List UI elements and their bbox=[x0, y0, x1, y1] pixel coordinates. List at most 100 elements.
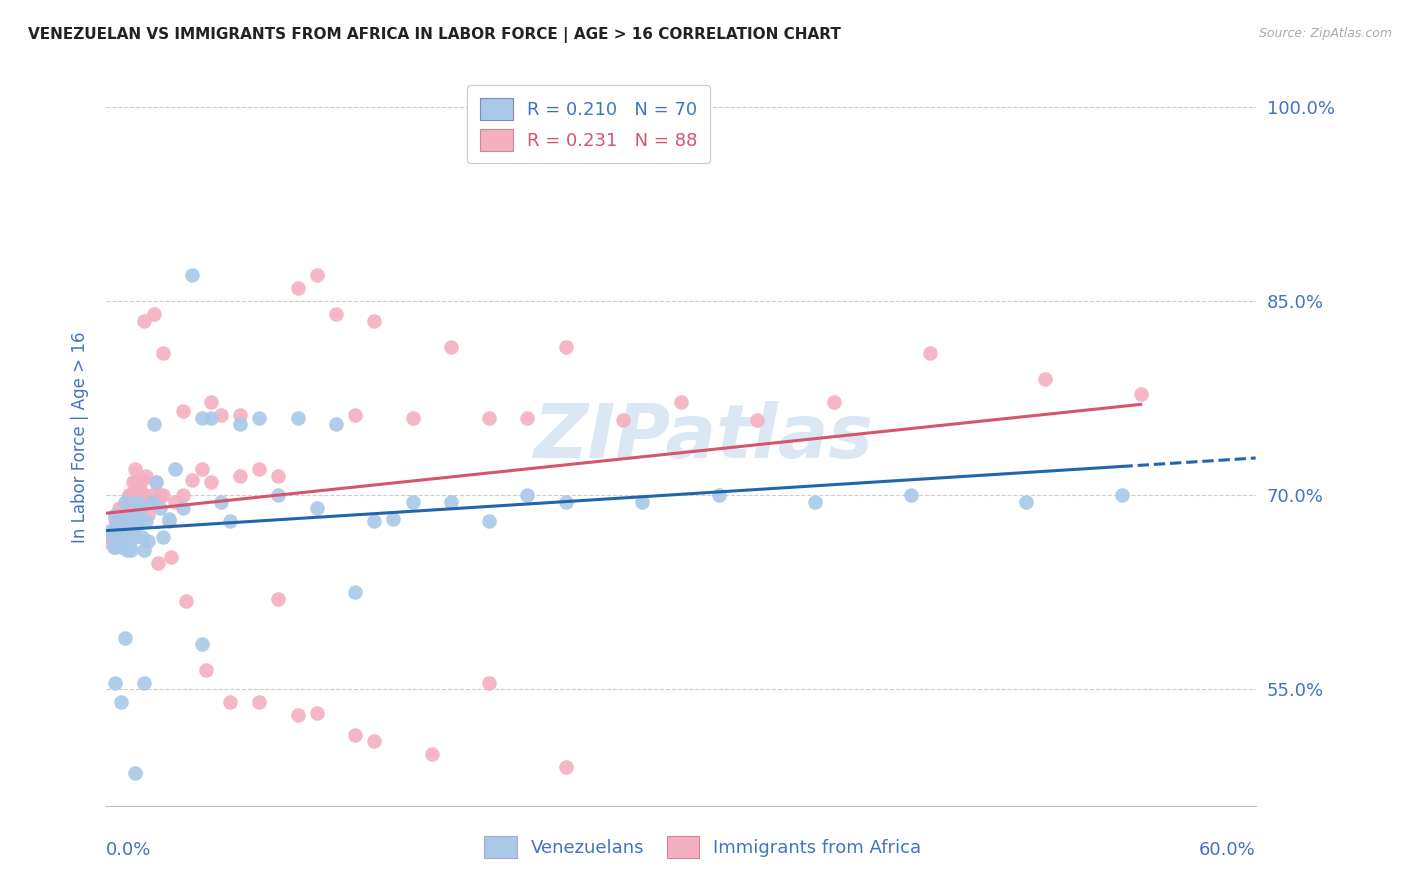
Point bbox=[344, 585, 367, 599]
Point bbox=[124, 475, 146, 490]
Point bbox=[136, 494, 159, 508]
Point bbox=[107, 527, 129, 541]
Text: Source: ZipAtlas.com: Source: ZipAtlas.com bbox=[1258, 27, 1392, 40]
Point bbox=[229, 468, 252, 483]
Point bbox=[145, 475, 167, 490]
Point bbox=[134, 542, 156, 557]
Point bbox=[219, 695, 242, 709]
Point bbox=[305, 706, 328, 720]
Point bbox=[124, 766, 146, 780]
Point bbox=[118, 514, 141, 528]
Point bbox=[104, 511, 127, 525]
Point bbox=[115, 542, 138, 557]
Point bbox=[136, 508, 159, 522]
Point bbox=[267, 488, 290, 502]
Point bbox=[108, 520, 131, 534]
Point bbox=[287, 410, 309, 425]
Point bbox=[114, 631, 136, 645]
Point bbox=[108, 530, 131, 544]
Point bbox=[200, 475, 222, 490]
Point bbox=[181, 268, 204, 283]
Point bbox=[114, 524, 136, 539]
Point bbox=[190, 410, 212, 425]
Point bbox=[181, 473, 204, 487]
Point bbox=[363, 514, 385, 528]
Point bbox=[127, 514, 149, 528]
Point bbox=[305, 501, 328, 516]
Point bbox=[440, 494, 463, 508]
Point bbox=[108, 501, 131, 516]
Point bbox=[229, 417, 252, 432]
Point bbox=[114, 540, 136, 554]
Point bbox=[103, 540, 125, 554]
Point bbox=[103, 527, 125, 541]
Point bbox=[141, 488, 163, 502]
Point bbox=[112, 520, 135, 534]
Point bbox=[110, 695, 132, 709]
Point bbox=[229, 408, 252, 422]
Point bbox=[363, 314, 385, 328]
Point bbox=[112, 501, 135, 516]
Point bbox=[200, 395, 222, 409]
Point bbox=[146, 556, 169, 570]
Point bbox=[142, 307, 165, 321]
Point bbox=[747, 413, 769, 427]
Point bbox=[134, 488, 156, 502]
Point bbox=[823, 395, 845, 409]
Point bbox=[382, 511, 405, 525]
Point bbox=[190, 637, 212, 651]
Point bbox=[305, 268, 328, 283]
Point bbox=[554, 760, 576, 774]
Text: 0.0%: 0.0% bbox=[105, 841, 152, 859]
Point bbox=[157, 511, 180, 525]
Point bbox=[1111, 488, 1133, 502]
Point bbox=[124, 462, 146, 476]
Point bbox=[478, 410, 501, 425]
Point bbox=[157, 514, 180, 528]
Point bbox=[135, 514, 157, 528]
Point bbox=[163, 462, 186, 476]
Point bbox=[118, 540, 141, 554]
Point bbox=[114, 530, 136, 544]
Point bbox=[344, 408, 367, 422]
Point bbox=[172, 501, 194, 516]
Point bbox=[129, 482, 152, 496]
Point bbox=[247, 410, 270, 425]
Point bbox=[148, 501, 170, 516]
Point bbox=[325, 417, 347, 432]
Point bbox=[110, 540, 132, 554]
Point bbox=[152, 346, 174, 360]
Point bbox=[115, 524, 138, 539]
Point bbox=[152, 488, 174, 502]
Point bbox=[134, 314, 156, 328]
Text: VENEZUELAN VS IMMIGRANTS FROM AFRICA IN LABOR FORCE | AGE > 16 CORRELATION CHART: VENEZUELAN VS IMMIGRANTS FROM AFRICA IN … bbox=[28, 27, 841, 43]
Point bbox=[120, 530, 142, 544]
Point bbox=[554, 494, 576, 508]
Point bbox=[707, 488, 730, 502]
Point bbox=[104, 520, 127, 534]
Point bbox=[107, 524, 129, 539]
Point bbox=[516, 410, 538, 425]
Point bbox=[131, 473, 153, 487]
Point bbox=[125, 494, 148, 508]
Point bbox=[110, 514, 132, 528]
Point bbox=[1015, 494, 1038, 508]
Point bbox=[631, 494, 654, 508]
Point bbox=[219, 514, 242, 528]
Point bbox=[124, 530, 146, 544]
Point bbox=[136, 533, 159, 548]
Point bbox=[900, 488, 922, 502]
Point bbox=[209, 494, 232, 508]
Point bbox=[160, 550, 183, 565]
Point bbox=[440, 340, 463, 354]
Point bbox=[129, 501, 152, 516]
Text: 60.0%: 60.0% bbox=[1199, 841, 1256, 859]
Point bbox=[121, 488, 143, 502]
Point bbox=[104, 675, 127, 690]
Point bbox=[669, 395, 692, 409]
Point bbox=[104, 508, 127, 522]
Point bbox=[110, 524, 132, 539]
Legend: Venezuelans, Immigrants from Africa: Venezuelans, Immigrants from Africa bbox=[477, 829, 929, 865]
Point bbox=[118, 488, 141, 502]
Point bbox=[401, 494, 423, 508]
